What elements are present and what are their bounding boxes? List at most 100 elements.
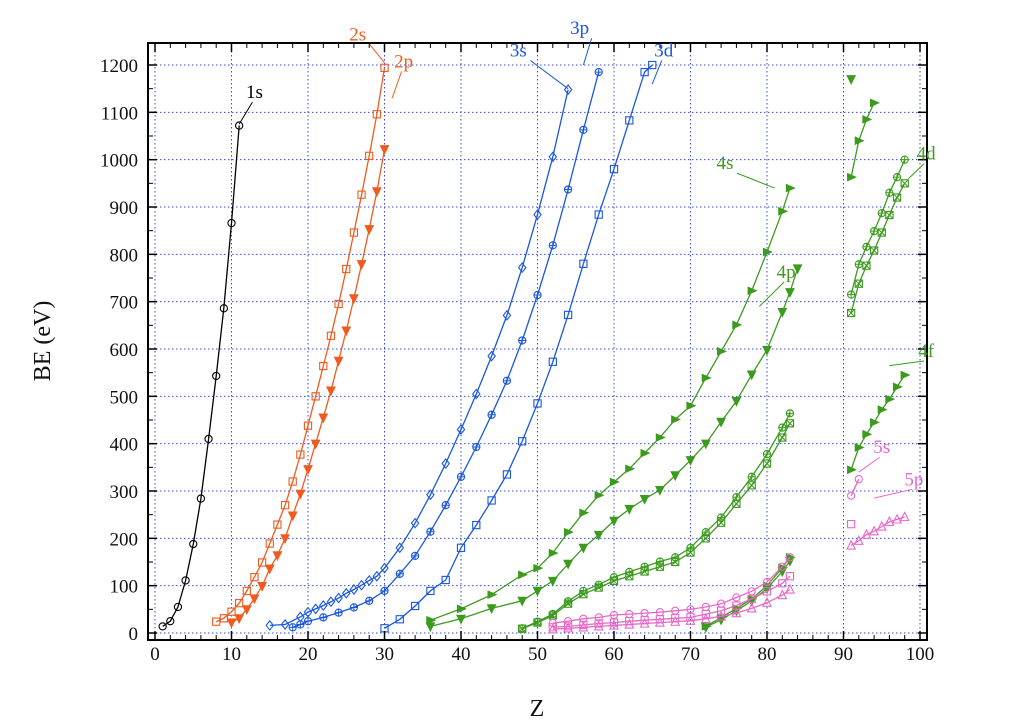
data-point-4d-cross [748, 473, 756, 481]
data-point-4s [564, 527, 574, 537]
data-point-4s [686, 401, 697, 411]
data-point-3s [380, 562, 389, 574]
data-point-4f [762, 584, 772, 595]
data-point-5p [899, 511, 910, 522]
data-point-4d [732, 493, 741, 502]
data-point-5p [594, 619, 603, 628]
data-point-5p [701, 609, 710, 619]
data-point-4d [862, 242, 871, 251]
data-point-4d-box [533, 618, 542, 627]
series-label-text: 5p [904, 469, 923, 490]
data-point-4d [785, 419, 795, 428]
data-point-4d [869, 246, 879, 255]
data-point-2s [311, 392, 320, 401]
data-point-2p [249, 594, 260, 605]
data-point-4d [778, 423, 787, 432]
data-point-2p [371, 187, 382, 198]
data-point-4p [547, 576, 558, 587]
data-point-2p [257, 582, 268, 592]
data-point-2p [318, 413, 329, 424]
data-point-3p-cross [488, 411, 496, 419]
series-label-text: 2p [394, 51, 413, 72]
data-point-3p-cross [350, 603, 358, 612]
data-point-2p [295, 489, 306, 500]
data-point-4s [747, 286, 758, 296]
y-tick-label: 1100 [101, 103, 138, 124]
label-leader-line [758, 281, 785, 307]
data-point-4f [900, 370, 911, 380]
data-point-4d [655, 562, 665, 571]
data-point-4d-box [609, 576, 619, 586]
x-tick-label: 60 [605, 644, 624, 665]
x-tick-label: 40 [452, 644, 471, 665]
data-point-4d [747, 472, 756, 481]
data-point-3s [533, 209, 542, 221]
data-point-4d [671, 557, 680, 567]
data-point-3p-cross [457, 473, 465, 481]
data-point-3p-cross [579, 126, 587, 134]
data-point-4s [762, 247, 773, 257]
series-4d [518, 419, 795, 633]
data-point-4d-cross [893, 173, 901, 181]
series-label-3s: 3s [510, 40, 569, 90]
series-labels: 1s 2s 2p 3s 3p 3d 4s 4p 4d 4f 5s 5p [238, 18, 936, 499]
data-point-2p [379, 145, 390, 155]
series-label-text: 3d [654, 40, 674, 61]
data-point-3p-cross [380, 587, 389, 595]
series-label-text: 4s [716, 153, 733, 174]
data-point-3p-cross [426, 528, 434, 536]
series-5p [846, 519, 856, 529]
data-point-4d-box [716, 518, 726, 527]
data-point-5p [578, 621, 589, 632]
data-point-4d [518, 624, 527, 633]
data-point-3p [563, 185, 573, 194]
data-point-4d [625, 572, 634, 581]
data-point-4d-box [885, 210, 894, 220]
data-point-4d-box [686, 548, 695, 557]
x-tick-label: 70 [681, 644, 700, 665]
data-point-4d-box [762, 459, 772, 468]
data-point-2p [234, 614, 245, 625]
data-point-5p [746, 602, 757, 613]
data-point-5p [777, 589, 788, 600]
data-point-4d [892, 193, 902, 202]
data-point-4s [870, 98, 880, 108]
data-point-4d-cross [747, 481, 756, 490]
data-point-4d-cross [847, 290, 855, 299]
data-point-1s [189, 539, 198, 549]
data-point-5s [785, 553, 795, 562]
data-point-5p [609, 618, 619, 627]
series-label-text: 2s [349, 24, 366, 45]
data-point-4p [593, 530, 604, 541]
data-point-4d-box [892, 193, 902, 202]
data-point-1s [219, 304, 228, 313]
series-line-4d [850, 182, 906, 314]
data-point-5p [861, 528, 872, 539]
data-point-1s [212, 371, 221, 381]
series-line-1s [162, 125, 240, 627]
data-point-4p [532, 586, 543, 597]
series-label-4d: 4d [908, 144, 936, 179]
series-label-5s: 5s [858, 437, 890, 473]
x-tick-label: 100 [906, 644, 935, 665]
data-point-5p [846, 539, 857, 550]
data-point-2p [272, 551, 283, 562]
data-point-4d-cross [893, 193, 902, 202]
data-point-5p [639, 617, 650, 628]
data-point-3p [533, 290, 542, 300]
data-point-3d [395, 615, 404, 624]
label-leader-line [651, 60, 663, 85]
data-point-5s [686, 605, 695, 614]
data-point-4d [862, 261, 871, 270]
x-tick-label: 10 [222, 644, 241, 665]
y-tick-label: 0 [129, 624, 139, 645]
data-point-3s [334, 592, 343, 604]
series-2s [212, 63, 389, 626]
data-point-4d-cross [877, 228, 886, 237]
data-point-5p [784, 583, 795, 594]
data-point-4d-cross [533, 618, 542, 627]
data-point-5p [716, 606, 726, 615]
label-leader-line [908, 163, 925, 179]
data-point-4d [625, 567, 634, 577]
data-point-4d-cross [610, 576, 618, 585]
